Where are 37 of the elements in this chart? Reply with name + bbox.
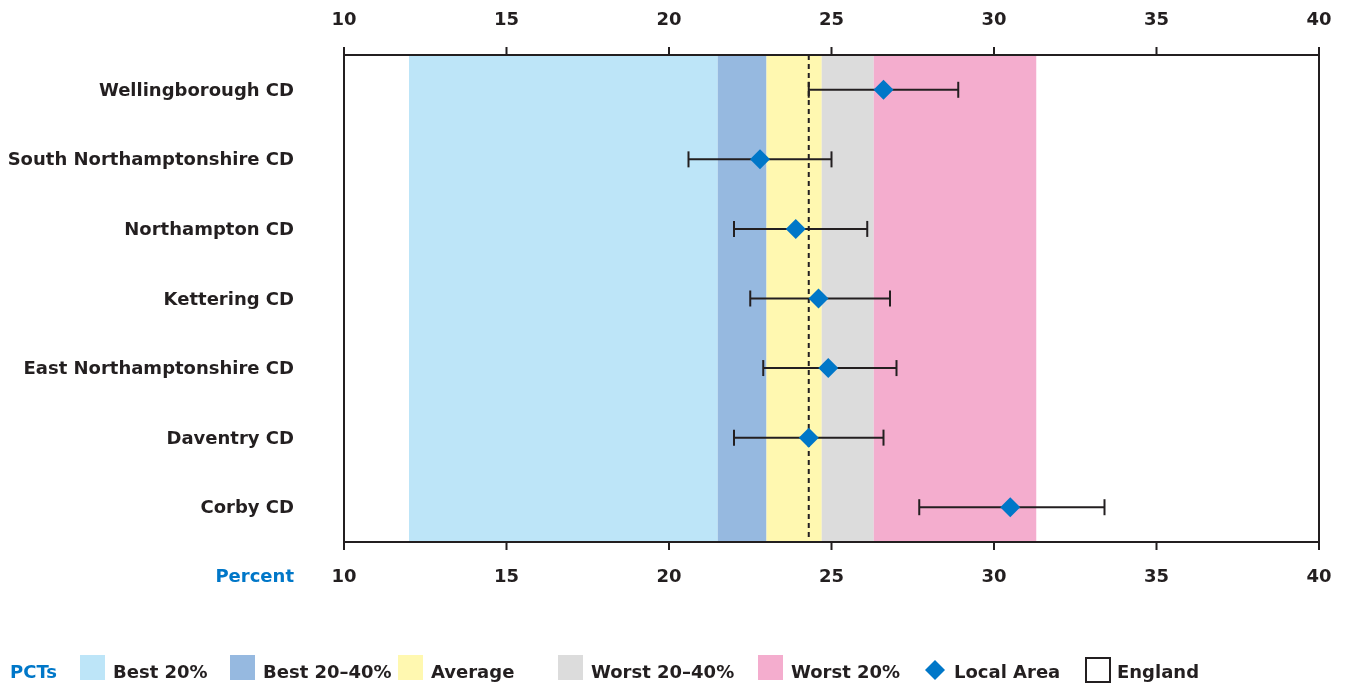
x2-tick-label: 15 — [493, 8, 520, 29]
legend-label: Best 20% — [113, 661, 208, 682]
x2-tick-label: 25 — [818, 8, 845, 29]
x2-tick-label: 30 — [981, 8, 1007, 29]
x-tick-label: 30 — [981, 565, 1007, 586]
y-tick-label: East Northamptonshire CD — [23, 357, 294, 379]
x2-tick-label: 20 — [656, 8, 682, 29]
point — [750, 149, 770, 170]
x-tick-label: 20 — [656, 565, 682, 586]
point — [808, 288, 829, 309]
point — [818, 358, 839, 379]
y-tick-label: Wellingborough CD — [98, 78, 294, 100]
point — [873, 79, 894, 100]
x2-tick-label: 10 — [331, 8, 357, 29]
legend-label: Average — [431, 661, 515, 682]
y-tick-label: Northampton CD — [124, 217, 294, 239]
x-tick-label: 15 — [493, 565, 520, 586]
x-tick-label: 40 — [1306, 565, 1332, 586]
legend-title: PCTs — [10, 661, 58, 682]
x2-tick-label: 40 — [1306, 8, 1332, 29]
y-tick-label: Corby CD — [200, 496, 294, 518]
x-tick-label: 10 — [331, 565, 357, 586]
point — [1000, 497, 1021, 518]
x2-tick-label: 35 — [1143, 8, 1170, 29]
y-tick-label: Daventry CD — [166, 426, 294, 448]
point — [785, 218, 806, 239]
point — [798, 427, 819, 448]
x-axis-title: Percent — [215, 565, 295, 586]
y-tick-label: South Northamptonshire CD — [7, 148, 294, 170]
x-tick-label: 25 — [818, 565, 845, 586]
legend-label: Best 20–40% — [263, 661, 392, 682]
legend-label: England — [1117, 661, 1200, 682]
legend-label: Worst 20% — [791, 661, 901, 682]
legend-label: Worst 20–40% — [591, 661, 735, 682]
legend-label: Local Area — [954, 661, 1061, 682]
y-tick-label: Kettering CD — [163, 287, 294, 309]
x-tick-label: 35 — [1143, 565, 1170, 586]
